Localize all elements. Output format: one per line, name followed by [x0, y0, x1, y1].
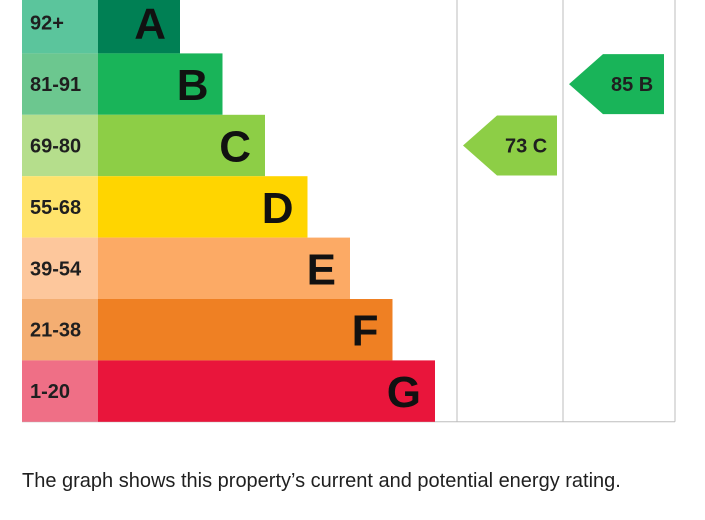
band-letter-e: E: [307, 245, 336, 294]
band-range-label-g: 1-20: [30, 381, 70, 403]
current-rating-label: 73 C: [505, 136, 547, 158]
band-letter-a: A: [134, 0, 166, 49]
band-letter-b: B: [177, 61, 209, 110]
band-range-label-e: 39-54: [30, 258, 82, 280]
band-letter-g: G: [387, 368, 421, 417]
band-range-cell-e: [22, 237, 98, 299]
band-bar-a: [98, 0, 180, 54]
band-bar-g: [98, 360, 435, 422]
potential-rating-arrow: [569, 54, 664, 115]
band-range-cell-b: [22, 53, 98, 115]
band-range-cell-g: [22, 360, 98, 422]
epc-chart: 92+ A 81-91 B 69-80 C 55-68 D 39-54 E 21-38 F 1-20 G 7…: [22, 0, 676, 423]
band-range-label-a: 92+: [30, 13, 64, 35]
band-range-cell-c: [22, 114, 98, 177]
chart-caption: The graph shows this property’s current …: [22, 470, 621, 492]
band-range-label-f: 21-38: [30, 320, 81, 342]
band-range-label-d: 55-68: [30, 197, 81, 219]
current-rating-arrow: [463, 115, 557, 176]
band-range-label-c: 69-80: [30, 136, 81, 158]
band-bar-f: [98, 299, 393, 361]
band-letter-f: F: [352, 307, 379, 356]
band-bar-c: [98, 114, 265, 177]
band-bar-b: [98, 53, 223, 115]
band-range-cell-a: [22, 0, 98, 54]
band-range-cell-d: [22, 176, 98, 238]
band-range-cell-f: [22, 299, 98, 361]
band-bar-e: [98, 237, 350, 299]
band-letter-d: D: [262, 184, 294, 233]
band-range-label-b: 81-91: [30, 74, 81, 96]
band-letter-c: C: [219, 123, 251, 172]
band-bar-d: [98, 176, 308, 238]
potential-rating-label: 85 B: [611, 74, 653, 96]
